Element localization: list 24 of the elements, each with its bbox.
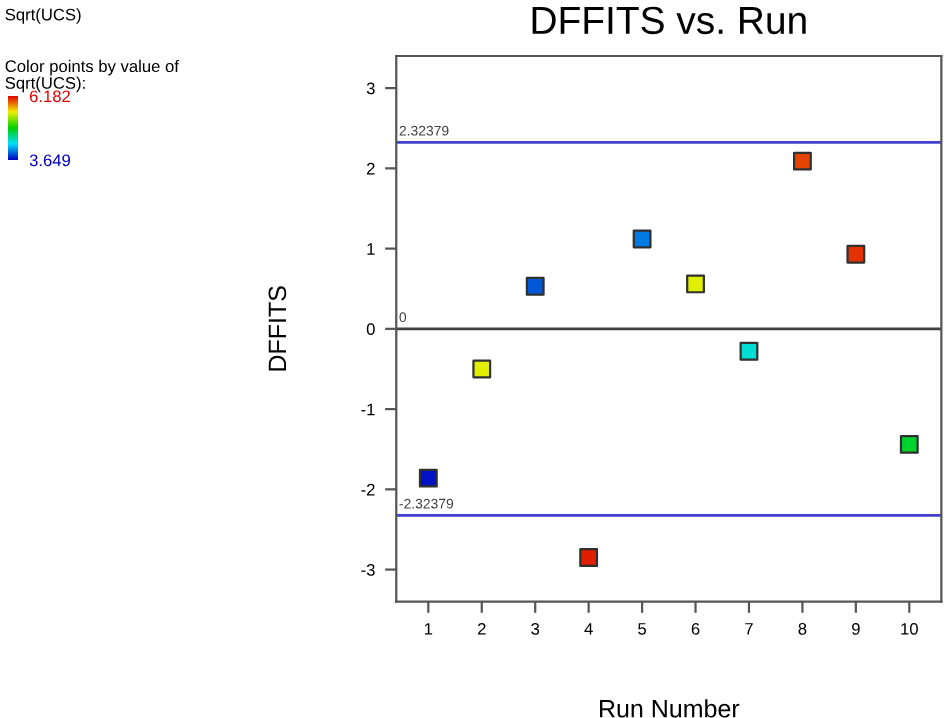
x-tick-label: 1	[424, 623, 433, 635]
y-tick-label: 0	[366, 323, 375, 336]
color-bar-label: 6.182	[29, 90, 70, 103]
text: Sqrt(UCS)	[5, 8, 81, 24]
x-tick-label: 9	[852, 622, 860, 635]
x-tick-label: 4	[584, 623, 593, 635]
y-tick-label: 3	[366, 82, 375, 95]
x-tick-label: 7	[745, 623, 753, 635]
x-tick-label: 6	[691, 622, 700, 635]
x-tick-label: 3	[531, 622, 540, 635]
x-tick-label: 10	[901, 622, 918, 635]
y-tick-label: 2	[367, 162, 375, 175]
chart-title: DFFITS vs. Run	[532, 6, 806, 35]
x-tick-label: 2	[477, 622, 486, 635]
y-tick-label: -1	[361, 403, 375, 416]
color-bar-title: Color points by value of Sqrt(UCS):	[5, 59, 179, 93]
x-tick-label: 8	[798, 622, 807, 635]
y-tick-label: -3	[361, 563, 375, 576]
y-tick-label: -2	[361, 483, 375, 496]
x-tick-label: 5	[638, 623, 647, 635]
y-axis-title: DFFITS	[268, 286, 287, 371]
color-bar-label: 3.649	[29, 154, 71, 167]
x-axis-title: Run Number	[600, 699, 740, 718]
y-tick-label: 1	[367, 243, 375, 255]
